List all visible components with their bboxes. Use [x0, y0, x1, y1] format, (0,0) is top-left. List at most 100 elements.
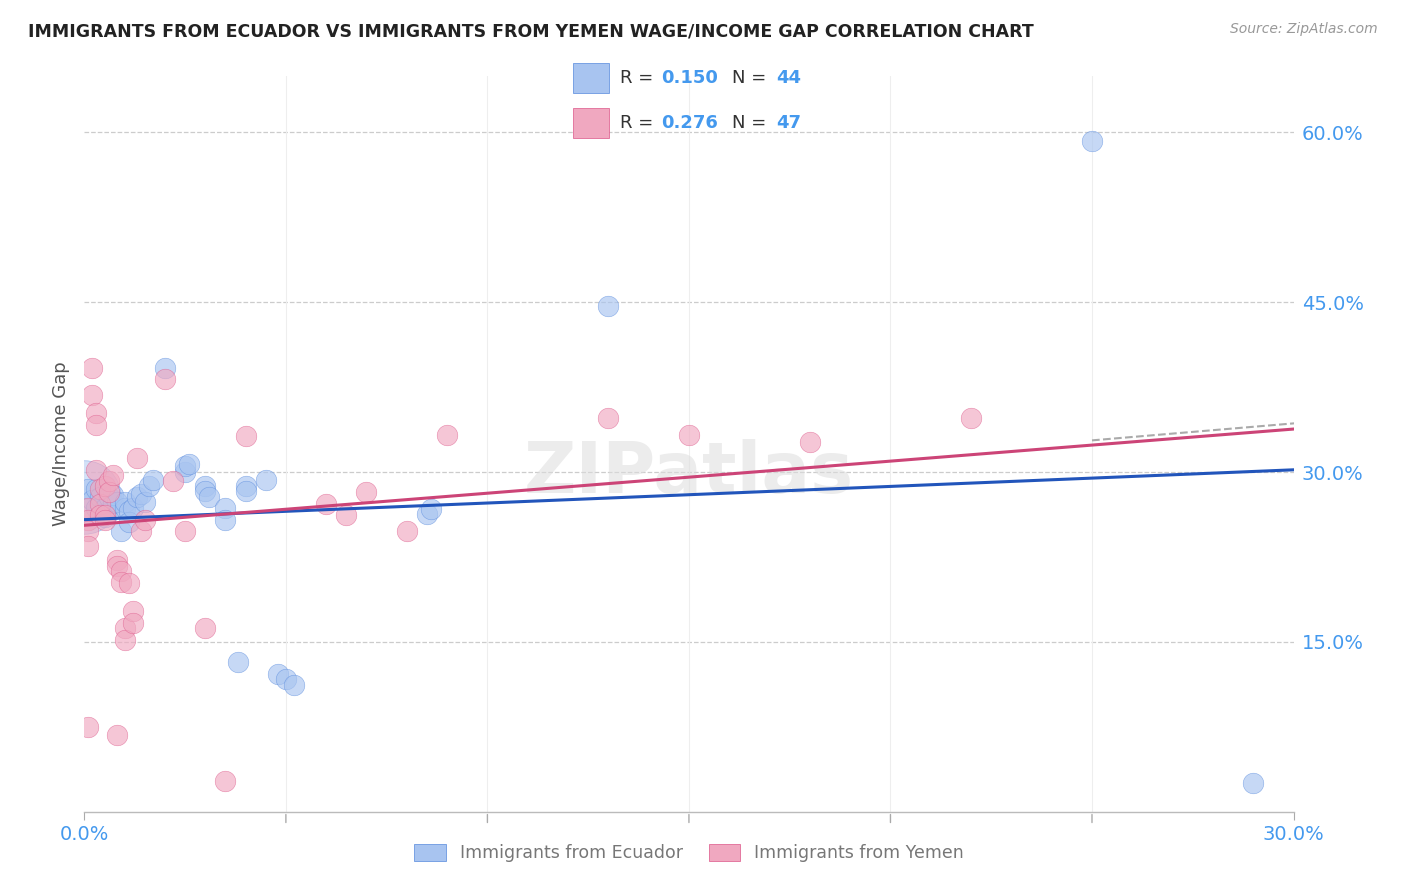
Point	[235, 429, 257, 443]
Point	[97, 474, 120, 488]
Point	[89, 497, 111, 511]
Point	[93, 513, 115, 527]
Point	[235, 478, 257, 492]
Point	[93, 508, 115, 522]
Point	[214, 501, 236, 516]
Point	[153, 360, 176, 375]
Text: N =: N =	[733, 114, 772, 132]
Point	[1241, 776, 1264, 790]
Point	[153, 372, 176, 386]
Point	[101, 496, 124, 510]
Point	[198, 490, 221, 504]
Point	[89, 508, 111, 522]
Point	[142, 473, 165, 487]
Point	[129, 486, 152, 500]
Text: ZIPatlas: ZIPatlas	[524, 439, 853, 508]
Point	[89, 490, 111, 504]
Text: 47: 47	[776, 114, 801, 132]
Point	[110, 524, 132, 538]
Text: R =: R =	[620, 69, 659, 87]
Point	[138, 478, 160, 492]
FancyBboxPatch shape	[574, 63, 609, 93]
Point	[174, 524, 197, 538]
Point	[174, 459, 197, 474]
Point	[125, 451, 148, 466]
Point	[335, 508, 357, 522]
Point	[105, 553, 128, 567]
Point	[93, 501, 115, 516]
Point	[174, 465, 197, 479]
Point	[86, 417, 108, 432]
Point	[82, 360, 104, 375]
Text: 0.276: 0.276	[661, 114, 718, 132]
Point	[416, 507, 439, 521]
Point	[105, 559, 128, 574]
Point	[77, 539, 100, 553]
Point	[86, 406, 108, 420]
Point	[110, 574, 132, 589]
Point	[226, 655, 249, 669]
Point	[214, 513, 236, 527]
Point	[194, 478, 217, 492]
Point	[93, 510, 115, 524]
Point	[395, 524, 418, 538]
Point	[274, 673, 297, 687]
Text: IMMIGRANTS FROM ECUADOR VS IMMIGRANTS FROM YEMEN WAGE/INCOME GAP CORRELATION CHA: IMMIGRANTS FROM ECUADOR VS IMMIGRANTS FR…	[28, 22, 1033, 40]
Point	[97, 490, 120, 504]
Point	[86, 482, 108, 496]
Text: R =: R =	[620, 114, 659, 132]
Point	[73, 490, 96, 504]
Point	[121, 604, 143, 618]
Point	[678, 427, 700, 442]
Point	[118, 576, 141, 591]
Point	[118, 515, 141, 529]
Point	[77, 524, 100, 538]
Point	[235, 484, 257, 499]
Point	[77, 501, 100, 516]
Point	[77, 482, 100, 496]
Point	[134, 513, 156, 527]
Point	[114, 501, 136, 516]
Point	[194, 621, 217, 635]
Point	[101, 488, 124, 502]
Point	[598, 299, 620, 313]
Point	[420, 502, 443, 516]
Point	[134, 494, 156, 508]
Point	[77, 720, 100, 734]
Point	[121, 501, 143, 516]
Point	[436, 427, 458, 442]
Point	[121, 615, 143, 630]
Point	[179, 457, 201, 471]
Point	[1081, 135, 1104, 149]
Point	[129, 524, 152, 538]
Y-axis label: Wage/Income Gap: Wage/Income Gap	[52, 361, 70, 526]
Point	[267, 666, 290, 681]
Point	[105, 494, 128, 508]
Point	[89, 482, 111, 496]
Point	[114, 632, 136, 647]
Point	[162, 474, 184, 488]
Point	[214, 774, 236, 789]
Point	[315, 497, 337, 511]
Point	[598, 410, 620, 425]
Point	[356, 485, 378, 500]
Point	[82, 388, 104, 402]
Point	[86, 463, 108, 477]
Point	[82, 493, 104, 508]
Point	[77, 513, 100, 527]
Point	[105, 728, 128, 742]
Text: 0.150: 0.150	[661, 69, 718, 87]
Point	[283, 678, 305, 692]
Point	[118, 503, 141, 517]
Point	[97, 505, 120, 519]
Point	[97, 485, 120, 500]
Text: N =: N =	[733, 69, 772, 87]
Point	[194, 484, 217, 499]
Point	[125, 490, 148, 504]
Point	[960, 410, 983, 425]
Text: 44: 44	[776, 69, 801, 87]
FancyBboxPatch shape	[574, 108, 609, 138]
Point	[110, 564, 132, 578]
Point	[799, 434, 821, 449]
Text: Source: ZipAtlas.com: Source: ZipAtlas.com	[1230, 22, 1378, 37]
